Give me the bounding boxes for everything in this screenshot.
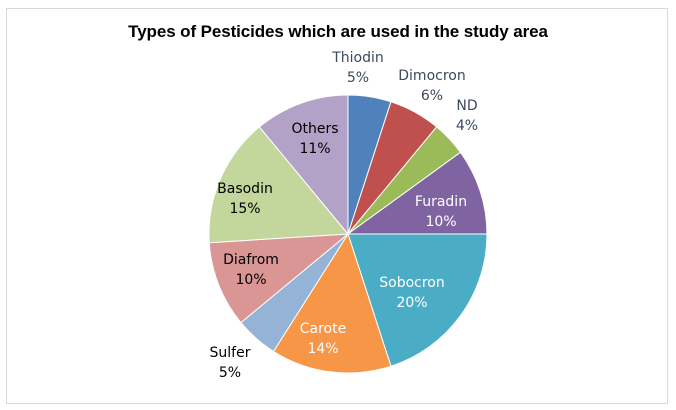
pie-slice-sobocron xyxy=(347,233,488,367)
pie-slice-diafrom xyxy=(208,233,350,324)
slice-label-others: Others 11% xyxy=(291,121,338,157)
slice-label-thiodin: Thiodin 5% xyxy=(331,50,384,86)
slice-label-dimocron: Dimocron 6% xyxy=(398,68,465,104)
slice-label-nd: ND 4% xyxy=(456,98,478,134)
pie-slice-others xyxy=(258,94,349,236)
pie-slice-basodin xyxy=(208,126,350,244)
chart-title: Types of Pesticides which are used in th… xyxy=(128,22,548,41)
slice-label-basodin: Basodin 15% xyxy=(217,181,273,217)
slice-label-sobocron: Sobocron 20% xyxy=(379,275,445,311)
slice-label-furadin: Furadin 10% xyxy=(415,194,467,230)
pie-slice-carote xyxy=(272,232,392,374)
slice-label-diafrom: Diafrom 10% xyxy=(223,252,279,288)
slice-label-sulfer: Sulfer 5% xyxy=(210,345,251,381)
pie-slice-furadin xyxy=(346,151,488,235)
slice-label-carote: Carote 14% xyxy=(300,321,346,357)
